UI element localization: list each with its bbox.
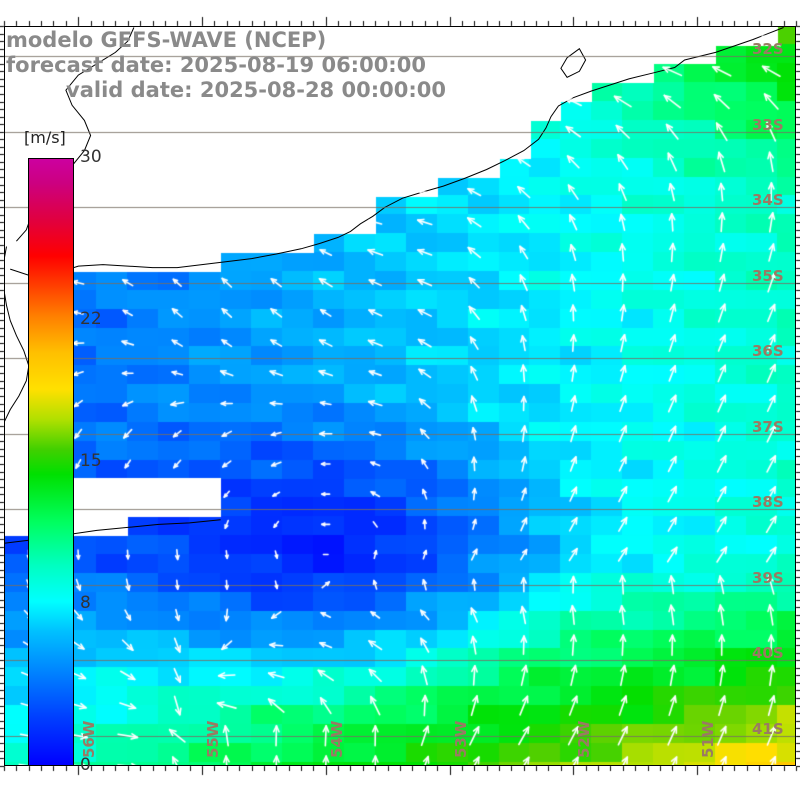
colorbar-tick-15: 15 bbox=[80, 451, 102, 471]
colorbar-tick-8: 8 bbox=[80, 592, 91, 613]
map-plot-area bbox=[4, 26, 796, 766]
colorbar-unit-label: [m/s] bbox=[24, 128, 66, 147]
colorbar-gradient bbox=[28, 158, 74, 766]
colorbar: 30 22 15 8 0 bbox=[28, 147, 102, 775]
colorbar-tick-22: 22 bbox=[80, 309, 102, 330]
wind-direction-arrows bbox=[4, 26, 796, 766]
colorbar-tick-0: 0 bbox=[80, 755, 91, 775]
colorbar-tick-30: 30 bbox=[80, 147, 102, 167]
